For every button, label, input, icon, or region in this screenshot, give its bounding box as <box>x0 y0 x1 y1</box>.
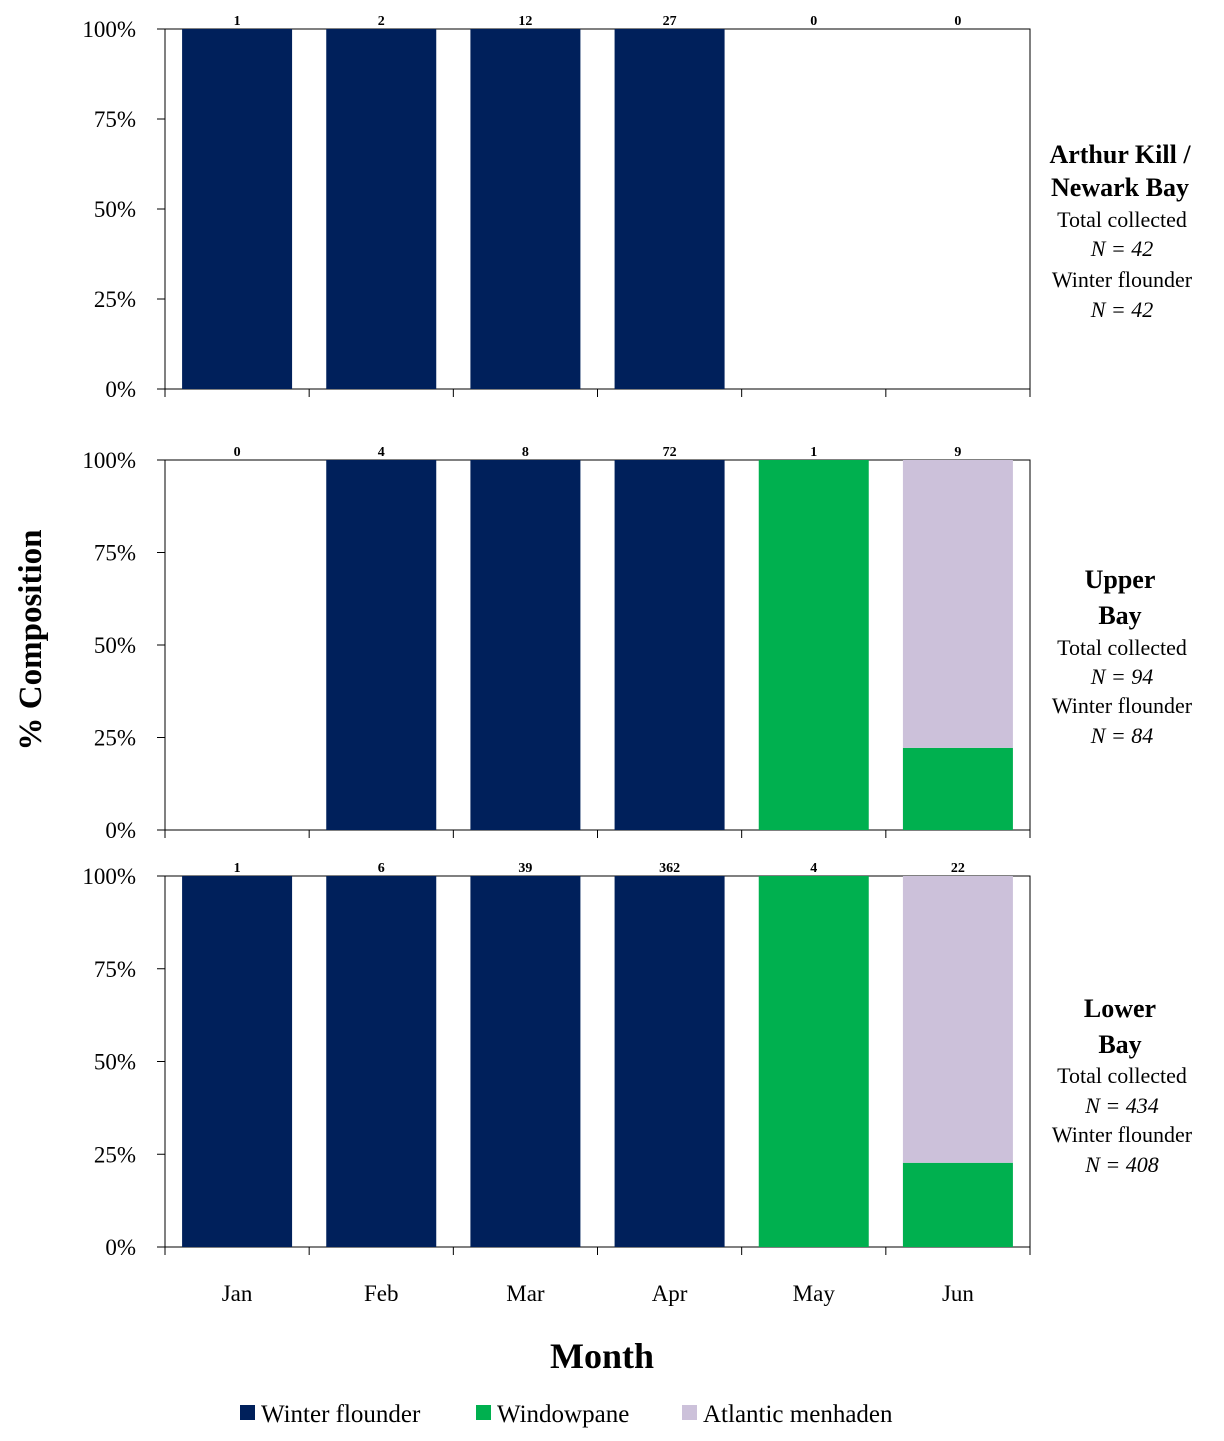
y-tick-label: 75% <box>94 957 136 982</box>
legend-swatch <box>476 1405 491 1420</box>
panel-title: Bay <box>1098 601 1141 630</box>
bar-segment <box>902 876 1013 1163</box>
x-tick-label: Feb <box>364 1281 399 1306</box>
bar-segment <box>614 29 725 389</box>
y-tick-label: 0% <box>105 377 136 402</box>
x-tick-label: May <box>793 1281 836 1306</box>
bar-segment <box>614 460 725 830</box>
x-tick-label: Apr <box>652 1281 688 1306</box>
bar-count-label: 0 <box>234 445 241 460</box>
y-tick-label: 0% <box>105 1235 136 1260</box>
panel-info-line: Winter flounder <box>1052 693 1193 718</box>
bar-count-label: 1 <box>234 861 241 876</box>
y-tick-label: 100% <box>82 448 136 473</box>
panel-info-line: Winter flounder <box>1052 267 1193 292</box>
bar-count-label: 362 <box>659 861 680 876</box>
y-tick-label: 100% <box>82 17 136 42</box>
y-tick-label: 25% <box>94 1142 136 1167</box>
y-axis-title: % Composition <box>13 530 49 751</box>
y-tick-label: 50% <box>94 1050 136 1075</box>
legend-item: Atlantic menhaden <box>682 1401 893 1428</box>
y-tick-label: 75% <box>94 541 136 566</box>
panel-info-line: N = 94 <box>1090 664 1154 689</box>
bar-count-label: 4 <box>810 861 817 876</box>
panel-info-line: N = 42 <box>1090 297 1154 322</box>
x-axis-title: Month <box>550 1336 654 1376</box>
bar-count-label: 4 <box>378 445 385 460</box>
bar-segment <box>326 876 437 1247</box>
panel-info-line: N = 84 <box>1090 723 1154 748</box>
y-tick-label: 50% <box>94 633 136 658</box>
panel-info-line: N = 434 <box>1084 1093 1159 1118</box>
bar-count-label: 22 <box>951 861 965 876</box>
panel-info-line: Winter flounder <box>1052 1122 1193 1147</box>
y-tick-label: 100% <box>82 864 136 889</box>
bar-segment <box>470 460 581 830</box>
y-tick-label: 25% <box>94 287 136 312</box>
bar-count-label: 9 <box>954 445 961 460</box>
bar-segment <box>470 876 581 1247</box>
panel-info-line: N = 408 <box>1084 1152 1159 1177</box>
legend: Winter flounder Windowpane Atlantic menhad… <box>240 1401 893 1428</box>
bar-count-label: 8 <box>522 445 529 460</box>
bar-segment <box>326 29 437 389</box>
legend-swatch <box>682 1405 697 1420</box>
panel-2: 0% 25% 50% 75% 100% 1 6 39 362 4 22 Lower Bay Total c… <box>82 861 1192 1260</box>
panel-title: Bay <box>1098 1030 1141 1059</box>
panel-info-line: N = 42 <box>1090 236 1154 261</box>
bar-segment <box>182 29 293 389</box>
bar-segment <box>758 876 869 1247</box>
bar-segment <box>902 460 1013 748</box>
x-tick-label: Jan <box>222 1281 253 1306</box>
bar-count-label: 1 <box>234 14 241 29</box>
x-tick-label: Jun <box>942 1281 974 1306</box>
y-tick-label: 50% <box>94 197 136 222</box>
y-tick-label: 25% <box>94 726 136 751</box>
bar-segment <box>470 29 581 389</box>
plot-frame <box>164 459 1031 831</box>
bar-segment <box>758 460 869 830</box>
bar-count-label: 39 <box>518 861 532 876</box>
bar-segment <box>614 876 725 1247</box>
plot-frame <box>164 28 1031 390</box>
legend-label: Winter flounder <box>261 1401 421 1428</box>
legend-label: Windowpane <box>497 1401 629 1428</box>
panel-info-line: Total collected <box>1057 1063 1187 1088</box>
panel-title: Upper <box>1085 565 1156 594</box>
bar-count-label: 6 <box>378 861 385 876</box>
panel-title: Arthur Kill / <box>1049 140 1191 169</box>
x-tick-label: Mar <box>506 1281 545 1306</box>
bar-count-label: 27 <box>663 14 677 29</box>
panel-title: Newark Bay <box>1051 173 1189 202</box>
bar-segment <box>902 747 1013 830</box>
bar-count-label: 0 <box>810 14 817 29</box>
bar-count-label: 0 <box>954 14 961 29</box>
x-tick-labels: Jan Feb Mar Apr May Jun <box>222 1281 975 1306</box>
y-tick-label: 75% <box>94 107 136 132</box>
panel-1: 0% 25% 50% 75% 100% 0 4 8 72 1 9 Upper Bay Total coll… <box>82 445 1192 843</box>
bar-count-label: 12 <box>518 14 532 29</box>
panel-info-line: Total collected <box>1057 207 1187 232</box>
legend-swatch <box>240 1405 255 1420</box>
legend-label: Atlantic menhaden <box>703 1401 893 1428</box>
y-tick-label: 0% <box>105 818 136 843</box>
bar-count-label: 72 <box>663 445 677 460</box>
legend-item: Winter flounder <box>240 1401 421 1428</box>
plot-frame <box>164 875 1031 1248</box>
bar-count-label: 1 <box>810 445 817 460</box>
panel-info-line: Total collected <box>1057 635 1187 660</box>
legend-item: Windowpane <box>476 1401 629 1428</box>
bar-segment <box>182 876 293 1247</box>
bar-segment <box>902 1162 1013 1247</box>
bar-segment <box>326 460 437 830</box>
bar-count-label: 2 <box>378 14 385 29</box>
panel-title: Lower <box>1084 994 1156 1023</box>
